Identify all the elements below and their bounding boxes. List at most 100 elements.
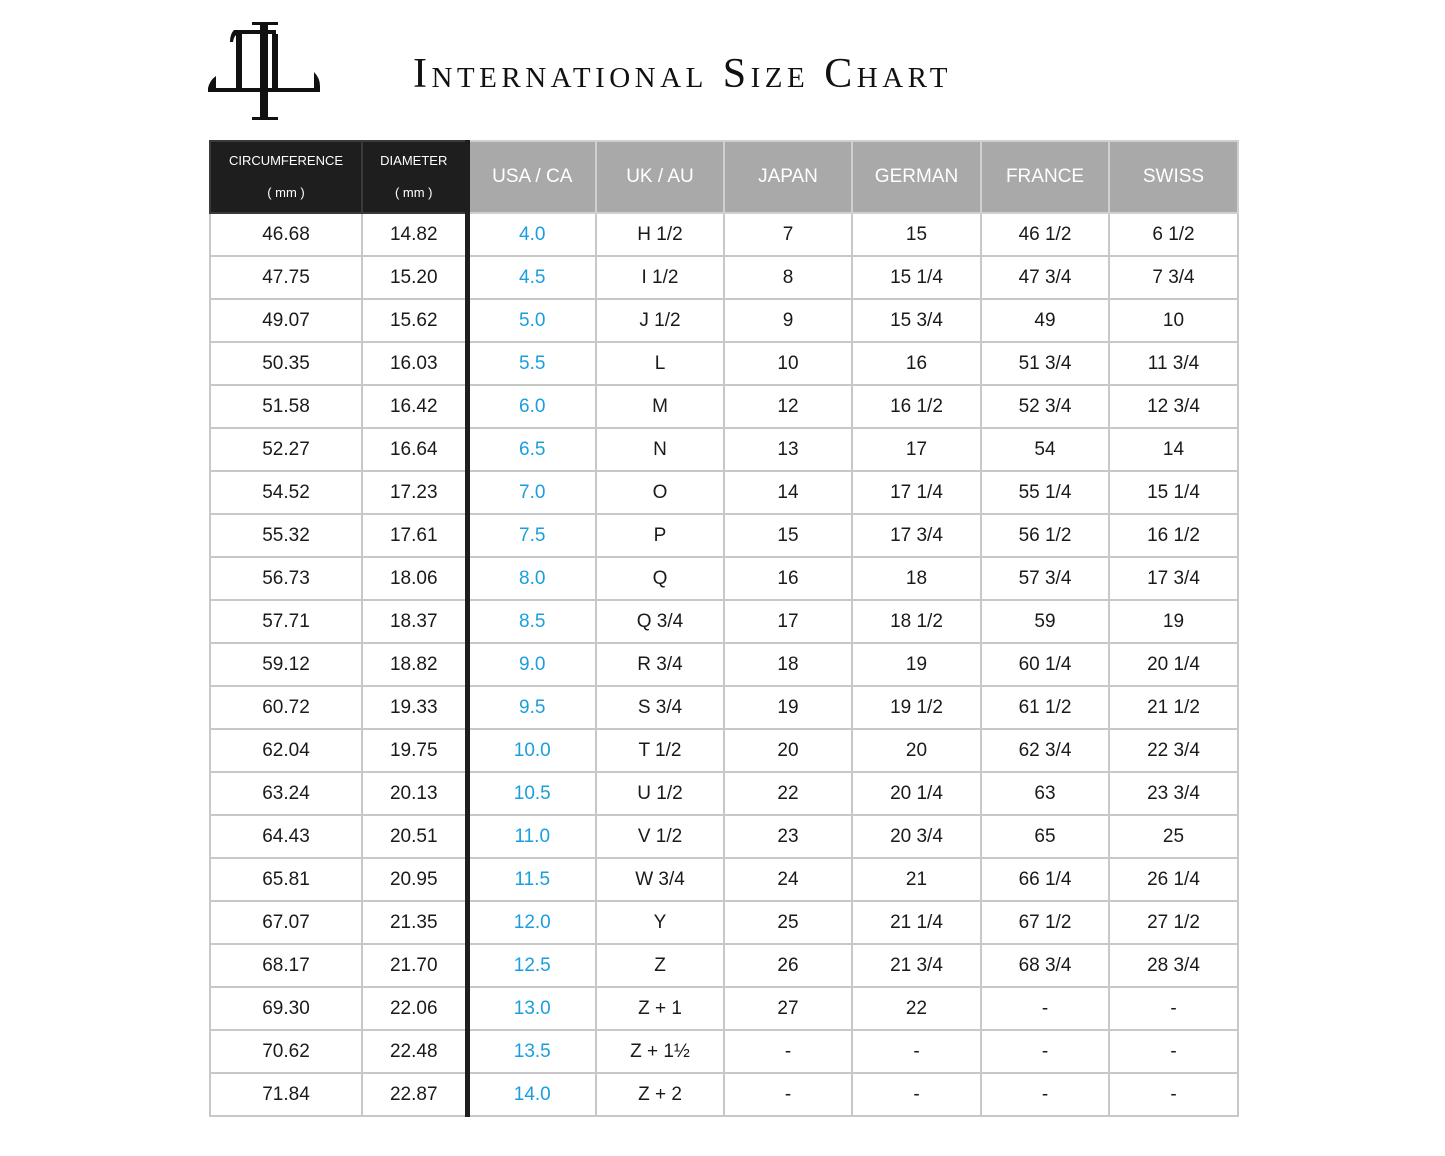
cell-circumference: 64.43 <box>209 814 363 859</box>
cell-swiss: 28 3/4 <box>1108 943 1239 988</box>
cell-german: 18 1/2 <box>851 599 982 644</box>
cell-swiss: 14 <box>1108 427 1239 472</box>
cell-german: - <box>851 1029 982 1074</box>
cell-diameter: 17.23 <box>361 470 470 515</box>
cell-diameter: 14.82 <box>361 212 470 257</box>
cell-diameter: 22.87 <box>361 1072 470 1117</box>
cell-usa-ca: 6.5 <box>466 427 597 472</box>
table-row: 50.35 16.03 5.5 L 10 16 51 3/4 11 3/4 <box>209 341 1239 386</box>
table-row: 71.84 22.87 14.0 Z + 2---- <box>209 1072 1239 1117</box>
cell-france: 59 <box>980 599 1110 644</box>
cell-german: 19 <box>851 642 982 687</box>
cell-german: - <box>851 1072 982 1117</box>
cell-usa-ca: 13.5 <box>466 1029 597 1074</box>
cell-france: 57 3/4 <box>980 556 1110 601</box>
cell-german: 22 <box>851 986 982 1031</box>
cell-uk-au: Q <box>595 556 725 601</box>
header-diameter: DIAMETER( mm ) <box>361 140 470 214</box>
cell-swiss: 7 3/4 <box>1108 255 1239 300</box>
cell-circumference: 63.24 <box>209 771 363 816</box>
cell-japan: - <box>723 1029 853 1074</box>
header-german: GERMAN <box>851 140 982 214</box>
page-title: International Size Chart <box>413 51 952 97</box>
cell-usa-ca: 6.0 <box>466 384 597 429</box>
cell-swiss: 16 1/2 <box>1108 513 1239 558</box>
table-row: 59.12 18.82 9.0 R 3/4 18 19 60 1/4 20 1/4 <box>209 642 1239 687</box>
cell-uk-au: U 1/2 <box>595 771 725 816</box>
cell-france: 68 3/4 <box>980 943 1110 988</box>
cell-usa-ca: 8.0 <box>466 556 597 601</box>
cell-usa-ca: 4.5 <box>466 255 597 300</box>
table-row: 69.30 22.06 13.0 Z + 1 27 22- - <box>209 986 1239 1031</box>
cell-uk-au: H 1/2 <box>595 212 725 257</box>
cell-swiss: 12 3/4 <box>1108 384 1239 429</box>
cell-france: 51 3/4 <box>980 341 1110 386</box>
table-row: 68.17 21.70 12.5 Z 26 21 3/4 68 3/4 28 3/4 <box>209 943 1239 988</box>
cell-circumference: 54.52 <box>209 470 363 515</box>
cell-circumference: 49.07 <box>209 298 363 343</box>
cell-usa-ca: 5.0 <box>466 298 597 343</box>
cell-diameter: 16.42 <box>361 384 470 429</box>
cell-france: 66 1/4 <box>980 857 1110 902</box>
cell-swiss: 17 3/4 <box>1108 556 1239 601</box>
cell-uk-au: Z <box>595 943 725 988</box>
cell-german: 21 3/4 <box>851 943 982 988</box>
cell-circumference: 47.75 <box>209 255 363 300</box>
cell-uk-au: Y <box>595 900 725 945</box>
cell-circumference: 67.07 <box>209 900 363 945</box>
cell-uk-au: V 1/2 <box>595 814 725 859</box>
cell-uk-au: Q 3/4 <box>595 599 725 644</box>
header-usa-ca: USA / CA <box>466 140 597 214</box>
cell-circumference: 71.84 <box>209 1072 363 1117</box>
cell-usa-ca: 7.0 <box>466 470 597 515</box>
cell-german: 19 1/2 <box>851 685 982 730</box>
cell-diameter: 16.64 <box>361 427 470 472</box>
cell-japan: 25 <box>723 900 853 945</box>
cell-japan: 26 <box>723 943 853 988</box>
cell-france: 56 1/2 <box>980 513 1110 558</box>
cell-circumference: 52.27 <box>209 427 363 472</box>
cell-swiss: 20 1/4 <box>1108 642 1239 687</box>
cell-france: 52 3/4 <box>980 384 1110 429</box>
cell-swiss: 6 1/2 <box>1108 212 1239 257</box>
cell-japan: 24 <box>723 857 853 902</box>
cell-diameter: 22.48 <box>361 1029 470 1074</box>
cell-german: 16 1/2 <box>851 384 982 429</box>
cell-uk-au: O <box>595 470 725 515</box>
table-row: 52.27 16.64 6.5 N 13 17 54 14 <box>209 427 1239 472</box>
cell-german: 17 3/4 <box>851 513 982 558</box>
cell-diameter: 15.20 <box>361 255 470 300</box>
cell-diameter: 22.06 <box>361 986 470 1031</box>
table-row: 57.71 18.37 8.5 Q 3/4 17 18 1/2 59 19 <box>209 599 1239 644</box>
cell-swiss: - <box>1108 986 1239 1031</box>
cell-circumference: 69.30 <box>209 986 363 1031</box>
cell-japan: 9 <box>723 298 853 343</box>
table-row: 49.07 15.62 5.0 J 1/2 9 15 3/4 49 10 <box>209 298 1239 343</box>
cell-japan: 7 <box>723 212 853 257</box>
cell-usa-ca: 9.5 <box>466 685 597 730</box>
cell-uk-au: Z + 2 <box>595 1072 725 1117</box>
cell-diameter: 18.82 <box>361 642 470 687</box>
cell-japan: 23 <box>723 814 853 859</box>
cell-swiss: 27 1/2 <box>1108 900 1239 945</box>
cell-usa-ca: 5.5 <box>466 341 597 386</box>
cell-circumference: 62.04 <box>209 728 363 773</box>
cell-circumference: 50.35 <box>209 341 363 386</box>
cell-france: 60 1/4 <box>980 642 1110 687</box>
cell-japan: 15 <box>723 513 853 558</box>
cell-german: 21 1/4 <box>851 900 982 945</box>
cell-france: 47 3/4 <box>980 255 1110 300</box>
cell-japan: 13 <box>723 427 853 472</box>
cell-german: 15 3/4 <box>851 298 982 343</box>
cell-swiss: 10 <box>1108 298 1239 343</box>
cell-usa-ca: 10.0 <box>466 728 597 773</box>
cell-usa-ca: 13.0 <box>466 986 597 1031</box>
table-row: 67.07 21.35 12.0 Y 25 21 1/4 67 1/2 27 1/2 <box>209 900 1239 945</box>
cell-circumference: 46.68 <box>209 212 363 257</box>
cell-usa-ca: 4.0 <box>466 212 597 257</box>
table-row: 46.68 14.82 4.0 H 1/2 7 15 46 1/2 6 1/2 <box>209 212 1239 257</box>
size-chart-table: CIRCUMFERENCE( mm ) DIAMETER( mm ) USA /… <box>209 140 1239 1117</box>
cell-circumference: 65.81 <box>209 857 363 902</box>
cell-france: 49 <box>980 298 1110 343</box>
brand-logo <box>208 22 320 120</box>
